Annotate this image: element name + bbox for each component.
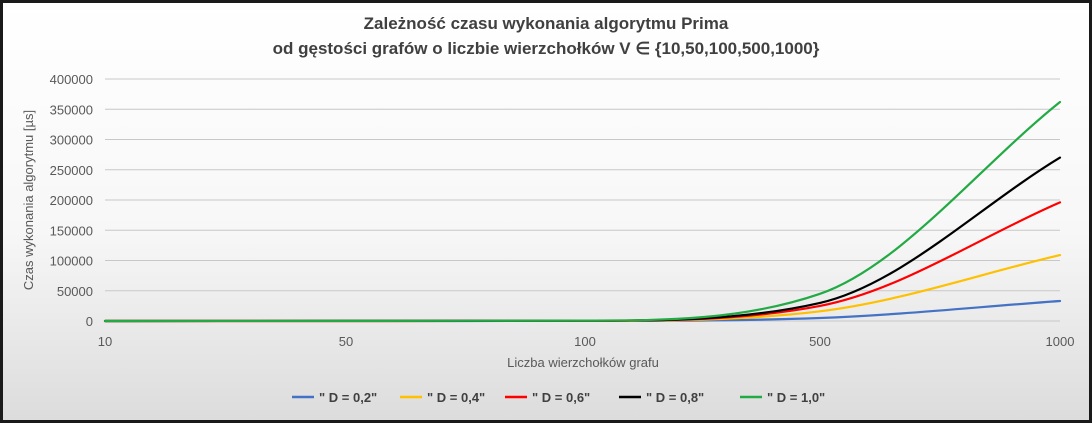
chart-title-line-1: Zależność czasu wykonania algorytmu Prim…: [364, 14, 729, 33]
y-tick-label: 0: [86, 314, 93, 329]
y-axis-title: Czas wykonania algorytmu [µs]: [21, 110, 36, 290]
y-axis-ticks: 0 50000 100000 150000 200000 250000 300000 3500…: [50, 72, 93, 329]
x-axis-ticks: 10 50 100 500 1000: [98, 334, 1075, 349]
legend-label: " D = 0,2": [319, 390, 377, 405]
chart-title-line-2: od gęstości grafów o liczbie wierzchołkó…: [273, 39, 820, 58]
y-tick-label: 250000: [50, 163, 93, 178]
y-tick-label: 100000: [50, 254, 93, 269]
y-tick-label: 50000: [57, 284, 93, 299]
y-tick-label: 150000: [50, 223, 93, 238]
y-tick-label: 350000: [50, 102, 93, 117]
legend-label: " D = 0,4": [427, 390, 485, 405]
legend-item-5: " D = 1,0": [740, 390, 825, 405]
gridlines: [105, 78, 1060, 322]
series-line-1: [103, 299, 1062, 323]
legend-label: " D = 0,8": [646, 390, 704, 405]
series-lines: [103, 100, 1062, 323]
x-tick-label: 500: [809, 334, 831, 349]
x-tick-label: 100: [574, 334, 596, 349]
legend-item-4: " D = 0,8": [619, 390, 704, 405]
legend-item-3: " D = 0,6": [505, 390, 590, 405]
legend-label: " D = 0,6": [532, 390, 590, 405]
series-line-3: [103, 201, 1062, 323]
x-tick-label: 1000: [1046, 334, 1075, 349]
legend-item-2: " D = 0,4": [400, 390, 485, 405]
x-axis-title: Liczba wierzchołków grafu: [507, 355, 659, 370]
y-tick-label: 400000: [50, 72, 93, 87]
series-line-5: [103, 100, 1062, 323]
series-line-4: [103, 156, 1062, 323]
y-tick-label: 300000: [50, 133, 93, 148]
y-tick-label: 200000: [50, 193, 93, 208]
x-tick-label: 10: [98, 334, 112, 349]
legend-item-1: " D = 0,2": [292, 390, 377, 405]
legend-label: " D = 1,0": [767, 390, 825, 405]
x-tick-label: 50: [339, 334, 353, 349]
legend: " D = 0,2" " D = 0,4" " D = 0,6" " D = 0,8"…: [292, 390, 825, 405]
